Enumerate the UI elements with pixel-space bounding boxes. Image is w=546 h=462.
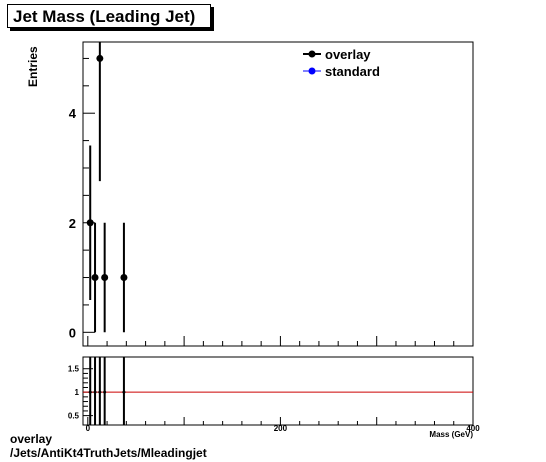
- y-axis-label: Entries: [26, 46, 40, 87]
- legend-label: overlay: [325, 47, 371, 62]
- overlay-point: [96, 54, 104, 62]
- legend-marker: [308, 50, 316, 58]
- legend-marker: [308, 67, 316, 75]
- ratio-x-tick-label: 200: [274, 424, 288, 433]
- ratio-point: [93, 390, 97, 394]
- ratio-axis-ticks: 0.5 1 1.5 0 200 400: [68, 365, 480, 433]
- ratio-point: [103, 390, 107, 394]
- ratio-plot-frame: [82, 356, 474, 426]
- main-y-tick-label: 2: [69, 216, 76, 231]
- caption-line-1: overlay: [10, 432, 53, 446]
- ratio-x-tick-label: 400: [466, 424, 480, 433]
- x-axis-label: Mass (GeV): [429, 430, 473, 439]
- main-y-tick-label: 0: [69, 325, 76, 340]
- overlay-point: [120, 274, 128, 282]
- main-data-marks: [86, 42, 128, 333]
- ratio-y-tick-label: 0.5: [68, 412, 80, 421]
- overlay-point: [101, 274, 109, 282]
- legend: overlay standard: [303, 47, 380, 79]
- main-plot-frame: [82, 41, 474, 347]
- ratio-x-tick-label: 0: [86, 424, 91, 433]
- main-axis-ticks: 0 2 4: [69, 57, 474, 346]
- ratio-y-tick-label: 1.5: [68, 365, 80, 374]
- ratio-point: [98, 390, 102, 394]
- ratio-point: [122, 390, 126, 394]
- ratio-point: [88, 390, 92, 394]
- ratio-frame-rect: [82, 356, 474, 426]
- main-y-tick-label: 4: [69, 106, 77, 121]
- main-frame-rect: [82, 41, 474, 347]
- ratio-y-tick-label: 1: [75, 388, 80, 397]
- caption-line-2: /Jets/AntiKt4TruthJets/Mleadingjet: [10, 446, 207, 460]
- legend-label: standard: [325, 64, 380, 79]
- chart-title: Jet Mass (Leading Jet): [7, 4, 211, 28]
- ratio-data-marks: [83, 357, 473, 425]
- overlay-point: [86, 219, 94, 227]
- overlay-point: [91, 274, 99, 282]
- axis-labels: Entries Mass (GeV): [26, 46, 473, 439]
